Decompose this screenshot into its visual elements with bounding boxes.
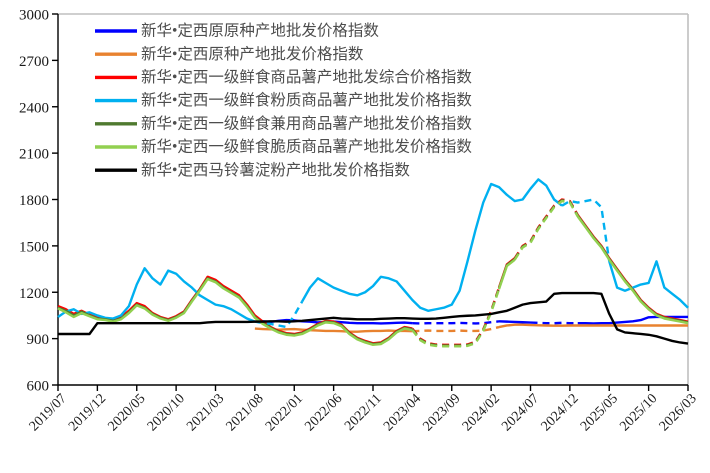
svg-text:2020/10: 2020/10: [145, 391, 188, 434]
svg-text:2019/07: 2019/07: [27, 391, 70, 434]
series-line-1: [498, 323, 688, 329]
y-tick-label: 2100: [19, 147, 49, 163]
legend-label-3: 新华•定西一级鲜食粉质商品薯产地批发价格指数: [141, 91, 472, 109]
x-tick-label: 2025/05: [578, 391, 621, 434]
svg-text:2023/09: 2023/09: [421, 391, 464, 434]
svg-text:2026/03: 2026/03: [657, 391, 700, 434]
legend-label-2: 新华•定西一级鲜食商品薯产地批发综合价格指数: [141, 68, 472, 86]
svg-text:2019/12: 2019/12: [66, 391, 109, 434]
series-line-3: [608, 260, 689, 309]
svg-text:2023/04: 2023/04: [381, 391, 424, 434]
svg-text:2024/02: 2024/02: [460, 391, 503, 434]
series-line-0: [530, 321, 578, 325]
series-line-3: [57, 267, 256, 323]
svg-text:2021/03: 2021/03: [184, 391, 227, 434]
x-tick-label: 2022/11: [342, 391, 385, 434]
y-tick-label: 1800: [19, 193, 49, 209]
x-tick-label: 2023/04: [381, 391, 424, 434]
x-tick-label: 2021/03: [184, 391, 227, 434]
series-line-5: [576, 215, 689, 325]
series-line-5: [411, 288, 501, 348]
svg-text:2020/05: 2020/05: [106, 391, 149, 434]
svg-text:2021/08: 2021/08: [224, 391, 267, 434]
x-tick-label: 2022/06: [302, 391, 345, 434]
series-line-5: [497, 258, 516, 290]
series-line-6: [58, 291, 689, 345]
series-line-0: [498, 320, 531, 324]
svg-text:2022/01: 2022/01: [263, 391, 306, 434]
y-tick-label: 2400: [19, 100, 49, 116]
series-line-5: [57, 277, 413, 347]
legend-label-6: 新华•定西马铃薯淀粉产地批发价格指数: [141, 161, 410, 179]
x-tick-label: 2019/07: [27, 391, 70, 434]
y-tick-label: 600: [27, 379, 50, 395]
y-tick-label: 3000: [19, 8, 49, 24]
legend-label-5: 新华•定西一级鲜食脆质商品薯产地批发价格指数: [141, 138, 472, 156]
x-tick-label: 2022/01: [263, 391, 306, 434]
y-tick-label: 1500: [19, 239, 49, 255]
y-tick-label: 900: [27, 332, 50, 348]
svg-text:2024/07: 2024/07: [499, 391, 542, 434]
svg-text:2022/06: 2022/06: [302, 391, 345, 434]
legend-label-1: 新华•定西原种产地批发价格指数: [141, 45, 364, 63]
series-line-0: [412, 320, 500, 325]
x-tick-label: 2026/03: [657, 391, 700, 434]
x-tick-label: 2023/09: [421, 391, 464, 434]
series-line-3: [301, 178, 563, 312]
svg-text:2022/11: 2022/11: [342, 391, 385, 434]
x-tick-label: 2019/12: [66, 391, 109, 434]
svg-text:2025/10: 2025/10: [617, 391, 660, 434]
y-tick-label: 2700: [19, 54, 49, 70]
series-line-1: [254, 327, 413, 333]
x-tick-label: 2021/08: [224, 391, 267, 434]
x-tick-label: 2024/07: [499, 391, 542, 434]
x-tick-label: 2024/12: [539, 391, 582, 434]
svg-text:2025/05: 2025/05: [578, 391, 621, 434]
legend-label-0: 新华•定西原原种产地批发价格指数: [141, 22, 379, 40]
x-tick-label: 2020/10: [145, 391, 188, 434]
y-tick-label: 1200: [19, 286, 49, 302]
x-tick-label: 2020/05: [106, 391, 149, 434]
x-tick-label: 2024/02: [460, 391, 503, 434]
series-line-3: [561, 198, 611, 262]
x-tick-label: 2025/10: [617, 391, 660, 434]
series-line-5: [513, 199, 579, 261]
legend-label-4: 新华•定西一级鲜食兼用商品薯产地批发价格指数: [141, 114, 472, 132]
svg-text:2024/12: 2024/12: [539, 391, 582, 434]
